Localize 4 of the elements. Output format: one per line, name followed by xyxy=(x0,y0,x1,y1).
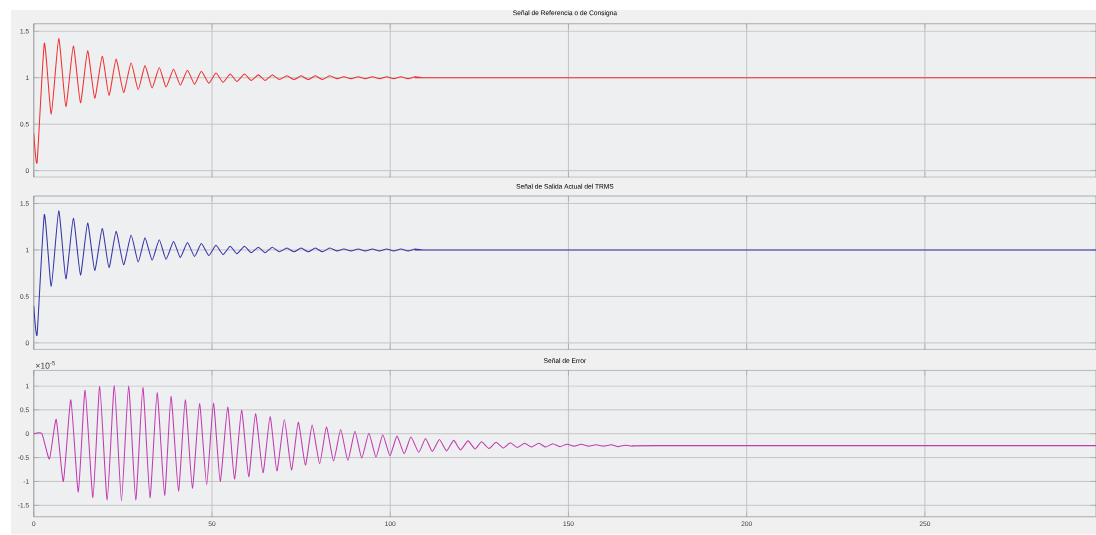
line-series xyxy=(33,210,1096,336)
line-series xyxy=(33,385,1096,502)
text: ×10$^{-5}$ xyxy=(35,361,55,369)
line-series xyxy=(33,38,1096,164)
